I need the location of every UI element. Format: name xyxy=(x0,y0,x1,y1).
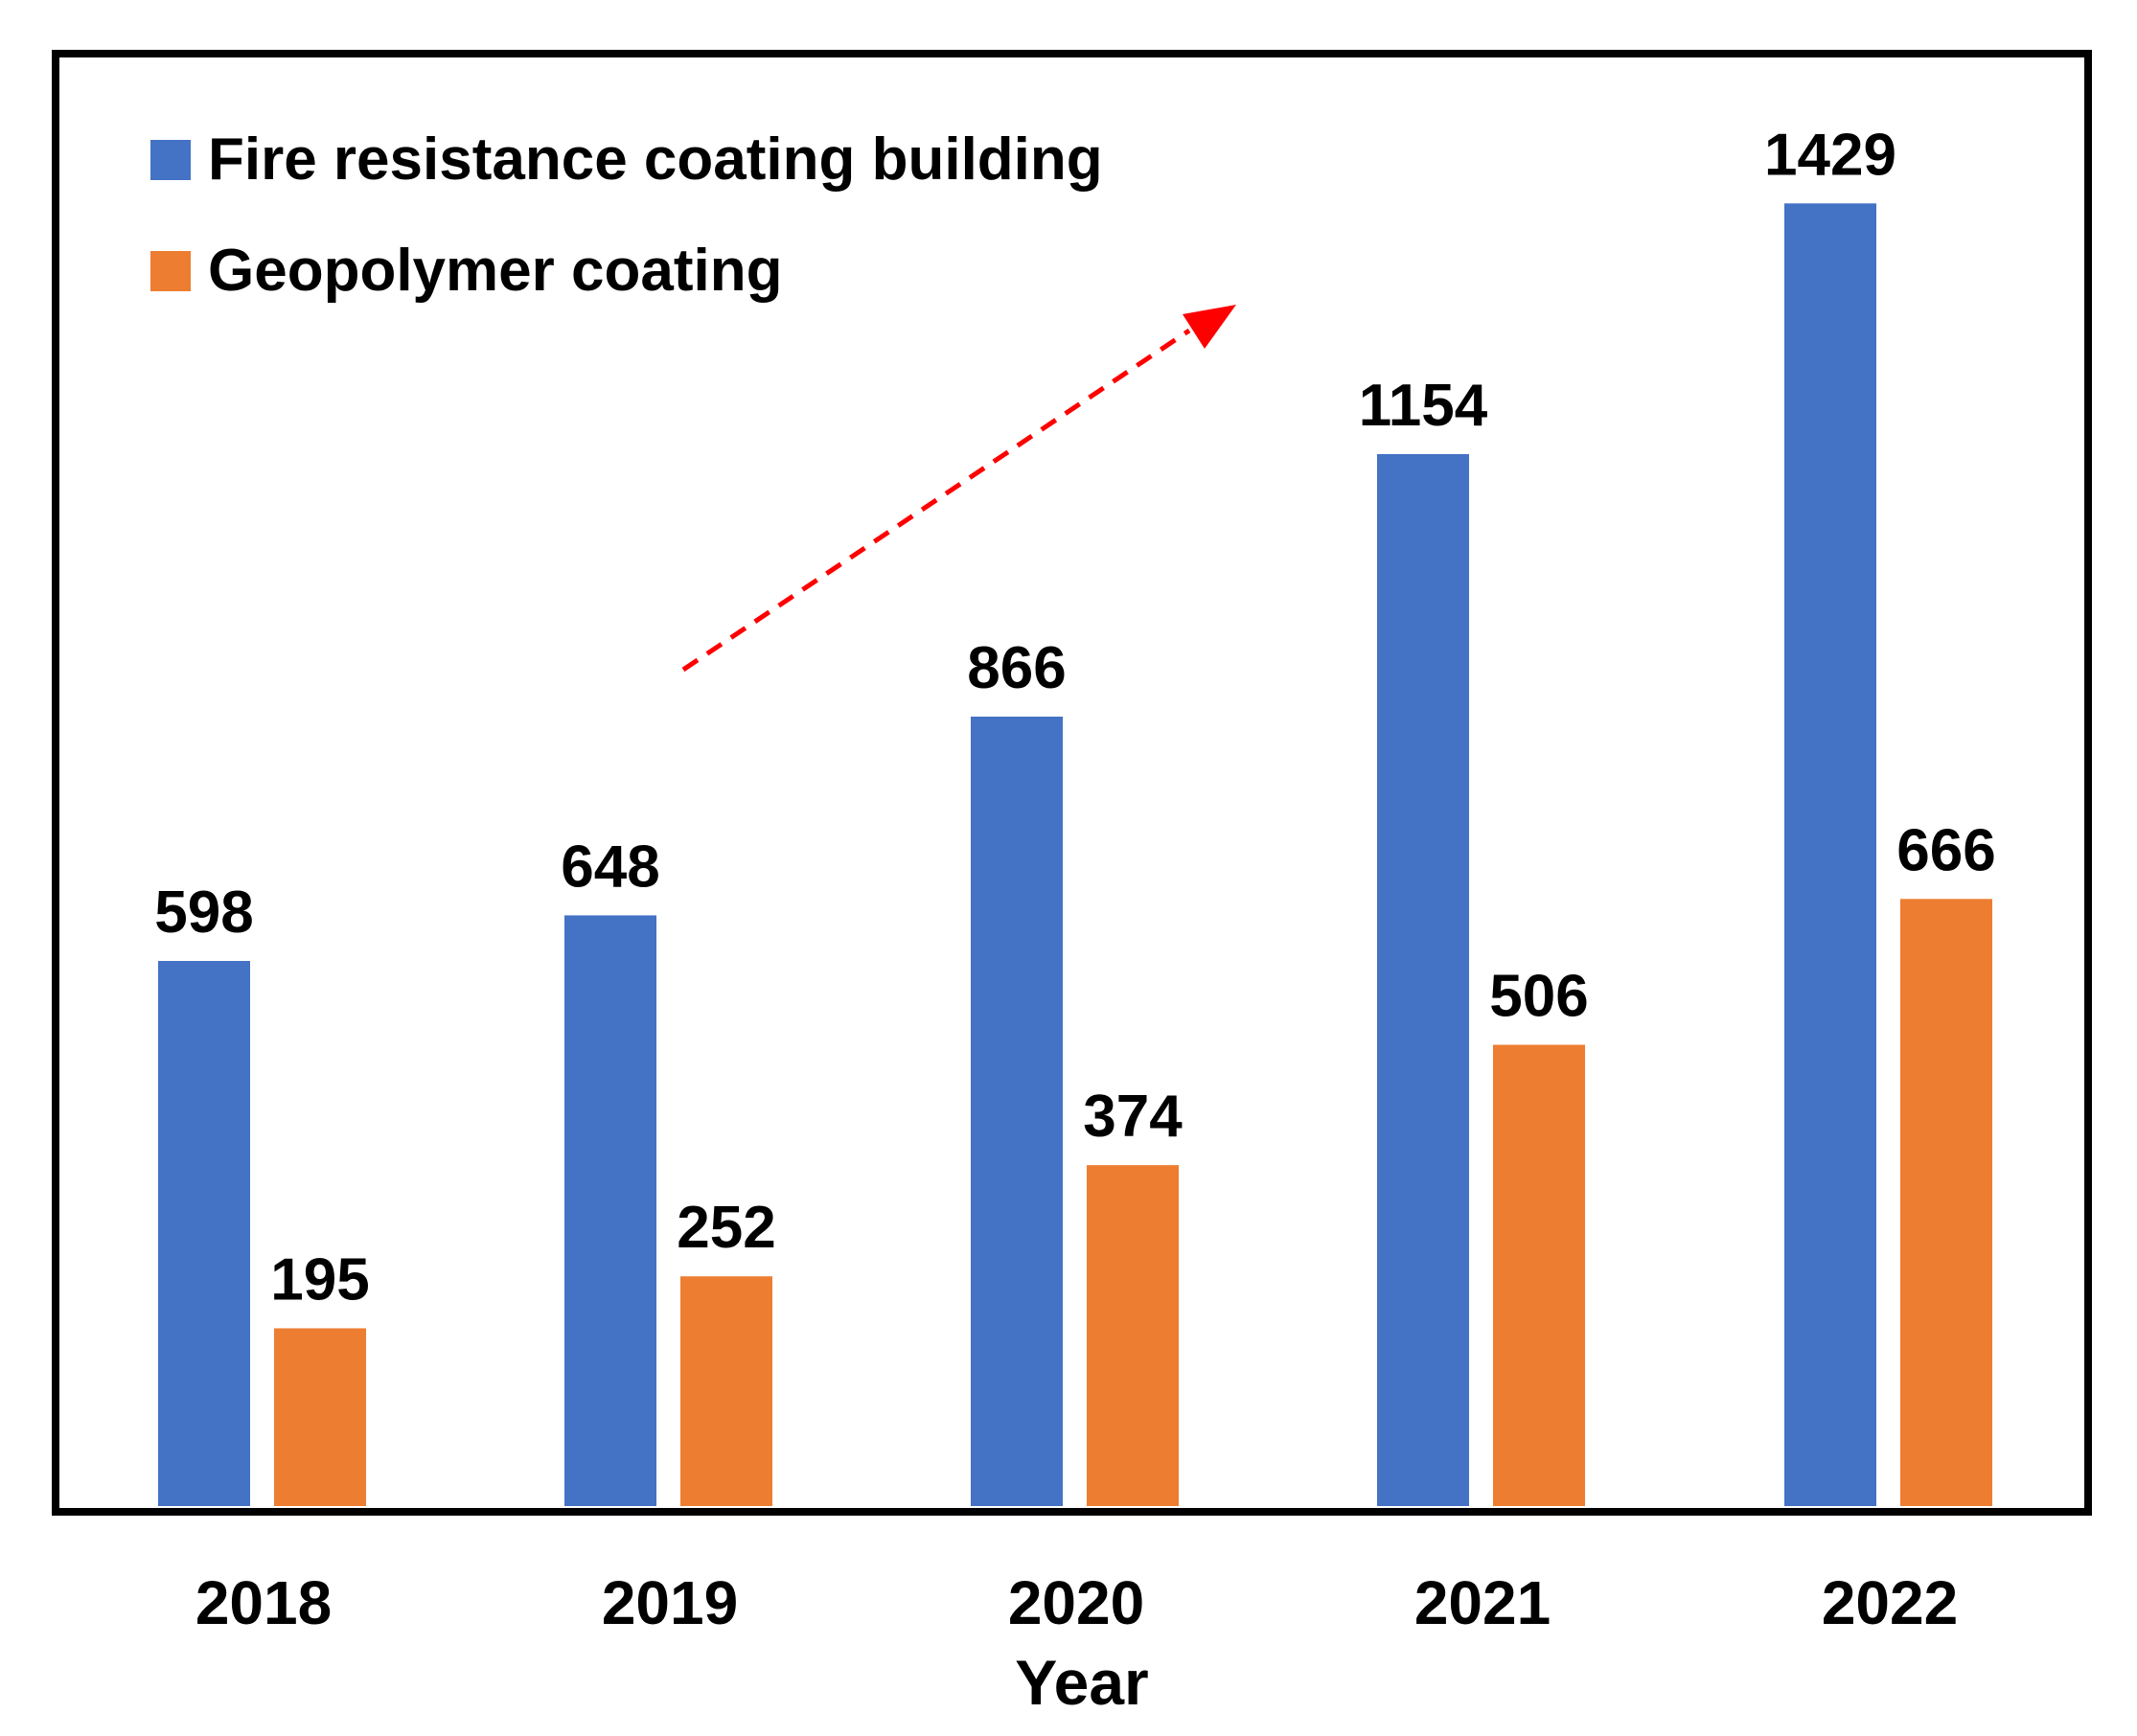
value-label-fire-resistance-2018: 598 xyxy=(154,879,253,946)
bar-fire-resistance-2021 xyxy=(1377,453,1469,1506)
bar-geopolymer-2021 xyxy=(1493,1044,1585,1506)
bar-fire-resistance-2022 xyxy=(1784,203,1876,1506)
x-axis-title: Year xyxy=(1015,1647,1148,1718)
x-tick-label-2019: 2019 xyxy=(602,1568,738,1637)
legend-label-fire-resistance: Fire resistance coating building xyxy=(208,126,1103,193)
bar-geopolymer-2019 xyxy=(680,1276,772,1506)
x-tick-label-2021: 2021 xyxy=(1414,1568,1551,1637)
bar-geopolymer-2022 xyxy=(1900,899,1992,1506)
x-tick-label-2018: 2018 xyxy=(195,1568,332,1637)
legend-swatch-geopolymer xyxy=(150,251,191,291)
bar-geopolymer-2018 xyxy=(274,1328,366,1506)
x-tick-labels-layer: 2018 2019 2020 2021 2022 xyxy=(195,1568,1958,1637)
value-label-fire-resistance-2021: 1154 xyxy=(1359,373,1488,439)
legend: Fire resistance coating building Geopoly… xyxy=(150,126,1103,304)
bar-fire-resistance-2018 xyxy=(158,961,250,1506)
value-labels-layer: 598 195 648 252 866 374 1154 506 1429 666 xyxy=(154,122,1995,1313)
value-label-fire-resistance-2020: 866 xyxy=(967,635,1066,701)
trend-arrow-line xyxy=(681,328,1191,673)
trend-arrow-head xyxy=(1183,305,1236,349)
value-label-geopolymer-2018: 195 xyxy=(270,1246,369,1313)
bars-layer xyxy=(158,203,1992,1506)
x-tick-label-2022: 2022 xyxy=(1822,1568,1958,1637)
x-tick-label-2020: 2020 xyxy=(1008,1568,1144,1637)
bar-fire-resistance-2020 xyxy=(971,717,1063,1506)
value-label-geopolymer-2020: 374 xyxy=(1083,1084,1183,1150)
bar-fire-resistance-2019 xyxy=(564,915,656,1506)
value-label-geopolymer-2022: 666 xyxy=(1896,817,1995,883)
value-label-geopolymer-2019: 252 xyxy=(677,1195,775,1261)
bar-geopolymer-2020 xyxy=(1087,1165,1179,1506)
value-label-geopolymer-2021: 506 xyxy=(1489,964,1588,1030)
trend-arrow-annotation xyxy=(681,305,1236,673)
legend-label-geopolymer: Geopolymer coating xyxy=(208,238,782,304)
value-label-fire-resistance-2019: 648 xyxy=(561,834,659,900)
value-label-fire-resistance-2022: 1429 xyxy=(1764,122,1896,188)
plot-frame xyxy=(52,50,2092,1516)
legend-swatch-fire-resistance xyxy=(150,140,191,180)
